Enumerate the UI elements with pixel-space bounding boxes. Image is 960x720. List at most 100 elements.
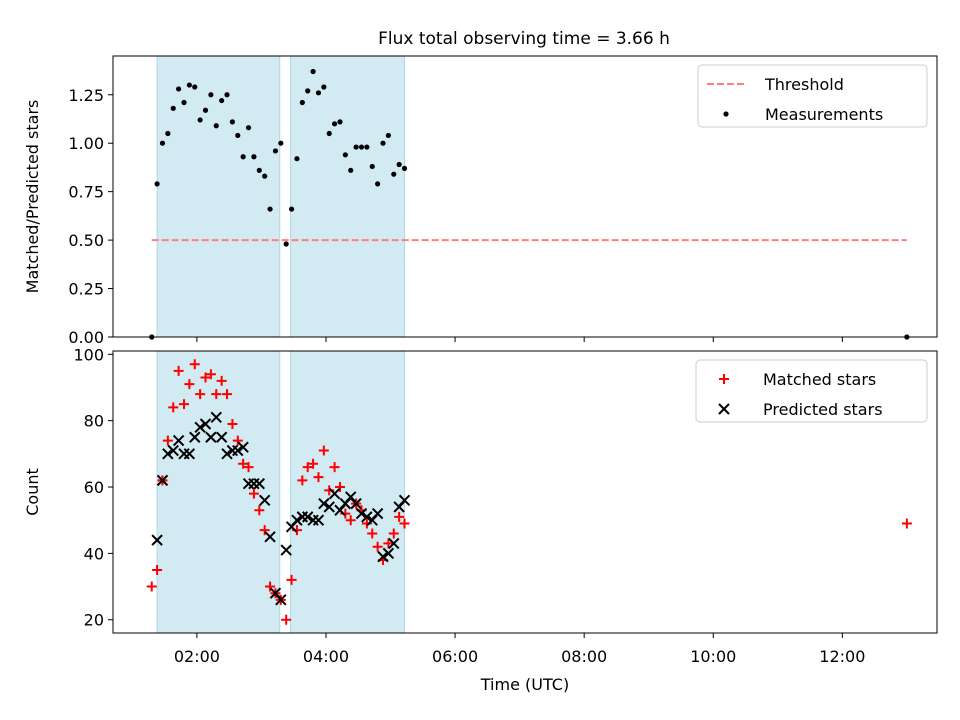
predicted-stars-point: [318, 497, 330, 510]
measurement-point: [305, 88, 311, 94]
matched-stars-point: [383, 538, 394, 549]
measurement-point: [326, 130, 332, 137]
predicted-stars-point: [199, 418, 212, 430]
predicted-stars-point: [361, 511, 373, 523]
predicted-stars-point: [382, 547, 395, 560]
measurement-point: [321, 84, 327, 90]
matched-stars-point: [248, 488, 259, 499]
predicted-stars-point: [264, 531, 276, 543]
measurement-point: [165, 130, 171, 137]
measurement-point: [364, 144, 370, 150]
measurement-point: [358, 144, 365, 150]
measurement-point: [331, 121, 338, 127]
measurement-point: [219, 97, 225, 104]
matched-stars-point: [329, 462, 340, 473]
measurement-point: [310, 68, 316, 75]
y-tick-label: 1.25: [68, 86, 104, 105]
matched-stars-point: [189, 359, 200, 370]
measurement-point: [337, 119, 343, 125]
measurement-point: [396, 161, 402, 168]
measurement-point: [251, 154, 257, 160]
x-tick-label: 06:00: [432, 647, 478, 666]
measurement-point: [342, 152, 348, 158]
predicted-stars-point: [258, 494, 271, 507]
matched-stars-point: [238, 458, 249, 469]
measurement-point: [348, 167, 354, 173]
predicted-stars-point: [275, 594, 287, 606]
predicted-stars-point: [151, 534, 163, 546]
measurement-point: [170, 105, 176, 111]
matched-stars-point: [146, 581, 157, 592]
predicted-stars-point: [156, 474, 169, 487]
predicted-stars-point: [323, 501, 335, 513]
measurement-point: [283, 241, 289, 247]
observing-span: [289, 350, 406, 634]
matched-stars-point: [334, 482, 345, 493]
x-tick-label: 04:00: [303, 647, 349, 666]
predicted-stars-point: [237, 441, 249, 453]
matched-stars-point: [302, 462, 313, 473]
matched-stars-point: [254, 505, 265, 516]
predicted-stars-point: [183, 448, 196, 460]
legend-box: [695, 359, 928, 423]
measurement-point: [391, 171, 397, 177]
predicted-stars-point: [253, 477, 266, 490]
flux-ratio-panel: 0.00 0.25 0.50 0.75 1.00 1.25 Matched/Predicte…: [23, 55, 938, 347]
matched-stars-point: [318, 445, 329, 456]
y-tick-label: 0.75: [68, 183, 104, 202]
observing-span: [156, 55, 281, 338]
y-tick-label: 40: [84, 544, 104, 563]
matched-stars-point: [178, 399, 189, 410]
measurement-point: [186, 82, 192, 88]
measurement-point: [294, 156, 300, 162]
matched-stars-point: [162, 435, 173, 446]
measurement-point: [229, 119, 236, 125]
measurement-point: [272, 148, 279, 154]
predicted-stars-point: [388, 537, 400, 550]
measurement-point: [197, 117, 203, 123]
matched-stars-point: [372, 541, 383, 552]
measurement-point: [159, 140, 166, 146]
predicted-stars-point: [398, 494, 411, 507]
measurement-point: [401, 165, 408, 171]
matched-stars-point: [184, 379, 195, 390]
y-tick-label: 80: [84, 412, 104, 431]
predicted-stars-point: [215, 431, 228, 443]
legend: Matched stars Predicted stars: [695, 359, 928, 423]
legend-label: Predicted stars: [763, 400, 883, 419]
matched-stars-point: [399, 518, 410, 529]
measurement-point: [375, 181, 381, 187]
axes-frame: [112, 55, 938, 338]
predicted-stars-point: [221, 448, 233, 460]
measurement-point: [213, 123, 219, 129]
measurement-point: [235, 132, 241, 139]
observing-span: [289, 55, 406, 338]
matched-stars-point: [211, 389, 222, 400]
measurement-point: [262, 173, 268, 179]
predicted-stars-point: [162, 448, 174, 460]
predicted-stars-point: [172, 434, 185, 447]
matched-stars-point: [367, 528, 378, 539]
y-tick-label: 60: [84, 478, 104, 497]
measurement-point: [278, 140, 284, 146]
legend-measurement-swatch: [723, 111, 729, 117]
y-tick-label: 0.00: [68, 328, 104, 347]
predicted-stars-point: [232, 444, 244, 457]
y-tick-label: 0.50: [68, 231, 104, 250]
matched-stars-point: [313, 472, 324, 483]
matched-stars-point: [205, 369, 216, 380]
matched-stars-point: [232, 435, 243, 446]
predicted-stars-point: [205, 431, 217, 443]
measurement-point: [267, 206, 273, 212]
y-tick-label: 0.25: [68, 280, 104, 299]
x-tick-label: 12:00: [819, 647, 865, 666]
figure-title: Flux total observing time = 3.66 h: [378, 29, 670, 49]
legend-label: Matched stars: [763, 370, 876, 389]
star-count-panel: 20 40 60 80 100 02:00 04:00 06:00 08:00 10:00 12:0…: [23, 345, 938, 694]
y-tick-label: 100: [73, 345, 104, 364]
predicted-stars-point: [328, 487, 341, 500]
legend-label: Measurements: [765, 105, 883, 124]
y-tick-label: 20: [84, 611, 104, 630]
legend-label: Threshold: [764, 75, 844, 94]
